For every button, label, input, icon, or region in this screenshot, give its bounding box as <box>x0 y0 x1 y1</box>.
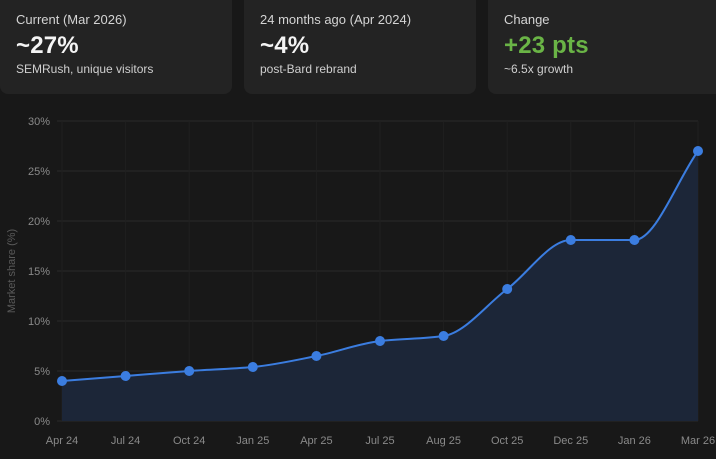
area-fill <box>62 151 698 421</box>
data-point[interactable] <box>375 336 385 346</box>
series-line <box>61 150 699 382</box>
x-tick-label: Jul 25 <box>365 435 394 447</box>
x-tick-label: Apr 24 <box>46 435 78 447</box>
y-tick-label: 5% <box>34 366 50 378</box>
data-point[interactable] <box>184 366 195 376</box>
x-tick-label: Aug 25 <box>426 435 461 447</box>
x-tick-label: Mar 26 <box>681 435 715 447</box>
y-tick-label: 10% <box>28 316 50 328</box>
previous-share-card: 24 months ago (Apr 2024) ~4% post-Bard r… <box>244 0 476 94</box>
y-tick-label: 15% <box>28 266 50 278</box>
data-point[interactable] <box>693 146 703 156</box>
y-tick-label: 20% <box>28 216 50 228</box>
summary-cards: Current (Mar 2026) ~27% SEMRush, unique … <box>0 0 716 94</box>
card-value: ~27% <box>16 32 79 59</box>
data-point[interactable] <box>502 284 513 294</box>
y-tick-label: 30% <box>28 116 50 128</box>
data-points <box>57 146 703 386</box>
card-note: ~6.5x growth <box>504 62 574 76</box>
x-axis-ticks: Apr 24 Jul 24 Oct 24 Jan 25 Apr 25 Jul 25 Aug … <box>46 435 715 447</box>
x-tick-label: Oct 24 <box>173 435 205 447</box>
y-axis-title: Market share (%) <box>6 229 18 313</box>
data-point[interactable] <box>565 235 576 245</box>
y-tick-label: 0% <box>34 416 50 428</box>
card-note: SEMRush, unique visitors <box>16 62 154 76</box>
data-point[interactable] <box>120 371 131 381</box>
card-label: 24 months ago (Apr 2024) <box>260 12 412 27</box>
data-point[interactable] <box>57 376 67 386</box>
data-point[interactable] <box>629 235 640 245</box>
x-tick-label: Jan 25 <box>236 435 269 447</box>
data-point[interactable] <box>438 331 449 341</box>
card-value: ~4% <box>260 32 310 59</box>
x-tick-label: Oct 25 <box>491 435 523 447</box>
current-share-card: Current (Mar 2026) ~27% SEMRush, unique … <box>0 0 232 94</box>
change-card: Change +23 pts ~6.5x growth <box>488 0 716 94</box>
x-tick-label: Jan 26 <box>618 435 651 447</box>
x-tick-label: Apr 25 <box>300 435 332 447</box>
y-tick-label: 25% <box>28 166 50 178</box>
x-tick-label: Dec 25 <box>553 435 588 447</box>
card-value: +23 pts <box>504 32 589 59</box>
data-point[interactable] <box>247 362 258 372</box>
x-tick-label: Jul 24 <box>111 435 140 447</box>
card-label: Change <box>504 12 550 27</box>
data-point[interactable] <box>311 351 322 361</box>
card-label: Current (Mar 2026) <box>16 12 127 27</box>
y-axis-ticks: 0% 5% 10% 15% 20% 25% 30% <box>28 116 50 428</box>
card-note: post-Bard rebrand <box>260 62 357 76</box>
